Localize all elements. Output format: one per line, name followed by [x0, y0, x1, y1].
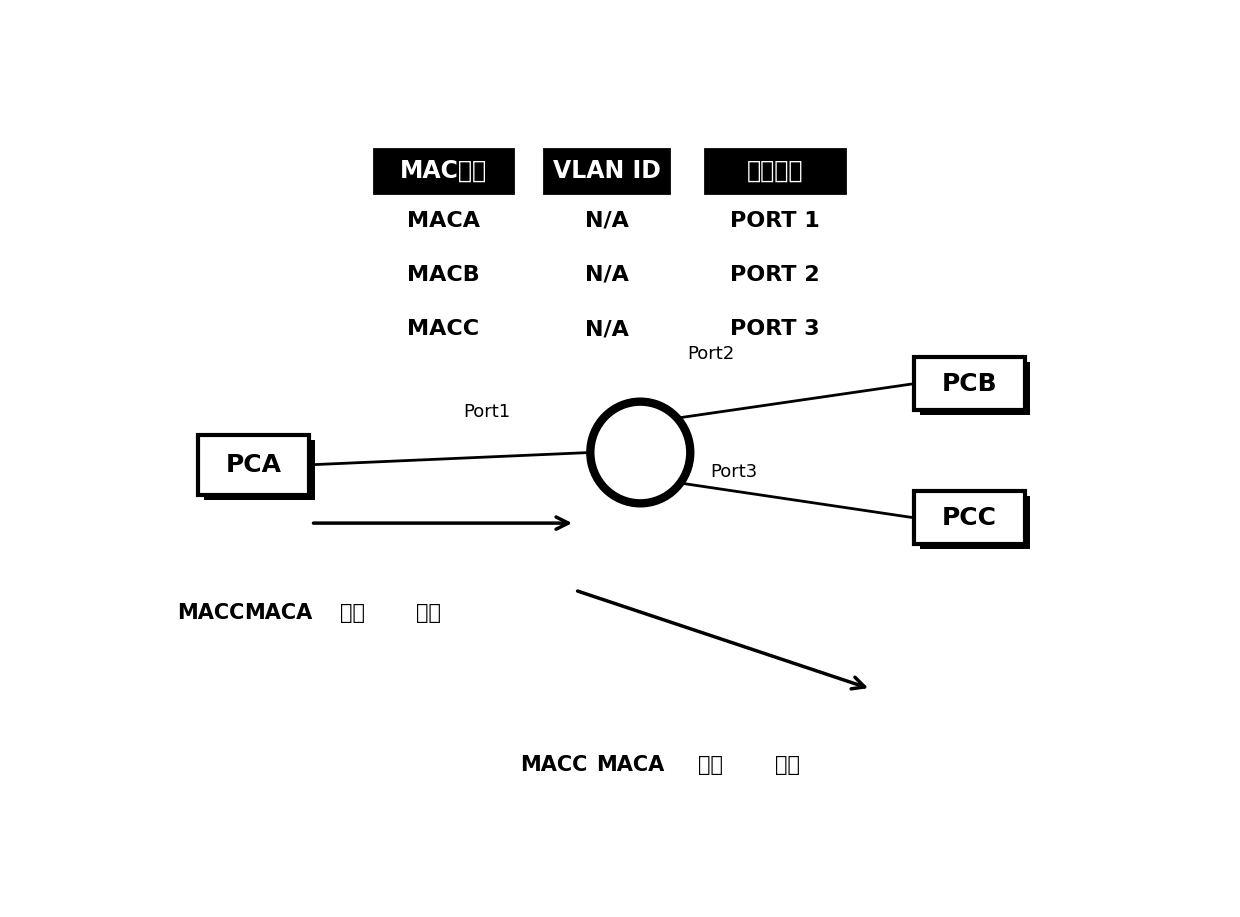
- Bar: [706, 149, 844, 193]
- Text: PORT 3: PORT 3: [730, 319, 820, 339]
- Text: Port1: Port1: [463, 403, 510, 421]
- Text: N/A: N/A: [585, 319, 629, 339]
- Text: PCA: PCA: [226, 453, 281, 477]
- Text: MACB: MACB: [407, 265, 480, 285]
- Text: VLAN ID: VLAN ID: [553, 160, 661, 183]
- Text: MAC地址: MAC地址: [399, 160, 487, 183]
- Text: PORT 2: PORT 2: [730, 265, 820, 285]
- Text: MACC: MACC: [520, 756, 588, 775]
- Bar: [914, 492, 1024, 545]
- Text: Port2: Port2: [687, 345, 734, 362]
- Bar: [205, 440, 315, 500]
- Bar: [914, 357, 1024, 410]
- Bar: [373, 149, 513, 193]
- Bar: [544, 149, 670, 193]
- Text: N/A: N/A: [585, 265, 629, 285]
- Bar: [920, 362, 1030, 415]
- Text: Port3: Port3: [711, 462, 758, 481]
- Text: 数据: 数据: [775, 756, 800, 775]
- Text: PORT 1: PORT 1: [730, 211, 820, 230]
- Text: MACC: MACC: [177, 602, 244, 623]
- Text: 类型: 类型: [698, 756, 723, 775]
- Text: MACA: MACA: [596, 756, 665, 775]
- Text: N/A: N/A: [585, 211, 629, 230]
- Text: MACC: MACC: [407, 319, 480, 339]
- Text: MACA: MACA: [244, 602, 312, 623]
- Bar: [198, 435, 309, 495]
- Ellipse shape: [590, 402, 691, 503]
- Bar: [920, 496, 1030, 549]
- Text: MACA: MACA: [407, 211, 480, 230]
- Text: PCB: PCB: [941, 371, 997, 395]
- Text: 类型: 类型: [340, 602, 365, 623]
- Text: 数据: 数据: [417, 602, 441, 623]
- Text: PCC: PCC: [942, 506, 997, 530]
- Text: 对应端口: 对应端口: [746, 160, 804, 183]
